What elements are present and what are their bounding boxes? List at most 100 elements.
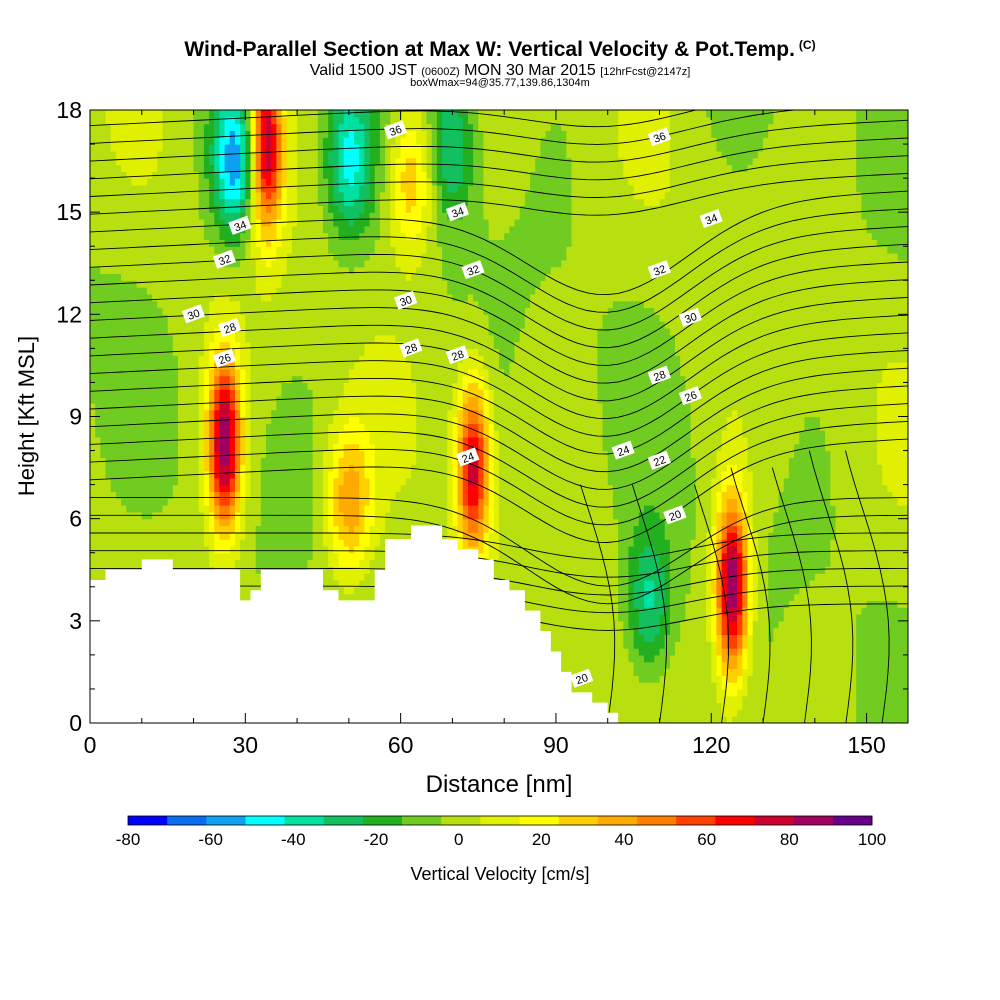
velocity-cell	[737, 518, 743, 527]
velocity-cell	[757, 661, 764, 670]
velocity-cell	[514, 518, 521, 527]
velocity-cell	[612, 511, 619, 520]
velocity-cell	[788, 559, 795, 567]
velocity-cell	[830, 620, 837, 629]
velocity-cell	[680, 695, 686, 704]
velocity-cell	[690, 532, 697, 540]
velocity-cell	[737, 668, 743, 676]
velocity-cell	[851, 586, 857, 595]
velocity-cell	[887, 716, 894, 723]
velocity-cell	[711, 620, 718, 629]
velocity-cell	[763, 532, 769, 540]
velocity-cell	[882, 566, 888, 574]
velocity-cell	[555, 607, 562, 615]
velocity-cell	[271, 532, 277, 540]
velocity-cell	[664, 695, 671, 704]
velocity-cell	[742, 675, 749, 683]
velocity-cell	[778, 661, 785, 670]
velocity-cell	[524, 532, 531, 540]
velocity-cell	[587, 627, 593, 636]
velocity-cell	[851, 695, 857, 704]
velocity-cell	[183, 532, 189, 540]
velocity-cell	[146, 532, 153, 540]
velocity-cell	[731, 668, 738, 676]
velocity-cell	[700, 573, 707, 581]
velocity-cell	[571, 634, 578, 642]
velocity-cell	[291, 559, 298, 567]
velocity-cell	[623, 614, 630, 622]
velocity-cell	[773, 695, 780, 704]
velocity-cell	[840, 716, 847, 723]
velocity-cell	[509, 545, 516, 554]
velocity-cell	[695, 627, 702, 636]
velocity-cell	[229, 532, 236, 540]
velocity-cell	[105, 539, 112, 547]
velocity-cell	[700, 539, 707, 547]
velocity-cell	[835, 682, 842, 690]
velocity-cell	[612, 675, 619, 683]
velocity-cell	[587, 593, 593, 601]
velocity-cell	[876, 668, 883, 676]
velocity-cell	[690, 573, 697, 581]
velocity-cell	[690, 634, 697, 642]
velocity-cell	[364, 532, 371, 540]
velocity-cell	[680, 573, 686, 581]
velocity-cell	[856, 573, 863, 581]
velocity-cell	[825, 648, 831, 656]
velocity-cell	[612, 518, 619, 527]
velocity-cell	[825, 675, 831, 683]
velocity-cell	[680, 627, 686, 636]
velocity-cell	[695, 545, 702, 554]
velocity-cell	[328, 539, 334, 547]
velocity-cell	[788, 641, 795, 649]
velocity-cell	[649, 620, 655, 629]
velocity-cell	[628, 579, 635, 588]
velocity-cell	[240, 579, 246, 588]
velocity-cell	[902, 716, 908, 723]
velocity-cell	[623, 511, 630, 520]
velocity-cell	[737, 627, 743, 636]
velocity-cell	[545, 532, 552, 540]
velocity-cell	[819, 532, 826, 540]
velocity-cell	[747, 539, 754, 547]
velocity-cell	[333, 579, 340, 588]
velocity-cell	[675, 573, 681, 581]
velocity-cell	[483, 518, 490, 527]
velocity-cell	[757, 600, 764, 608]
velocity-cell	[726, 620, 733, 629]
velocity-cell	[814, 566, 821, 574]
velocity-cell	[348, 586, 355, 595]
velocity-cell	[245, 539, 252, 547]
velocity-cell	[835, 688, 842, 697]
velocity-cell	[675, 675, 681, 683]
velocity-cell	[162, 532, 169, 540]
velocity-cell	[737, 716, 743, 723]
velocity-cell	[618, 641, 624, 649]
velocity-cell	[809, 695, 816, 704]
velocity-cell	[721, 545, 728, 554]
velocity-cell	[726, 641, 733, 649]
velocity-cell	[706, 668, 712, 676]
velocity-cell	[882, 545, 888, 554]
velocity-cell	[866, 709, 873, 717]
velocity-cell	[628, 661, 635, 670]
velocity-cell	[659, 688, 666, 697]
velocity-cell	[752, 566, 759, 574]
velocity-cell	[597, 593, 604, 601]
velocity-cell	[794, 579, 800, 588]
velocity-cell	[555, 559, 562, 567]
velocity-cell	[162, 505, 169, 513]
velocity-cell	[203, 518, 210, 527]
velocity-cell	[737, 709, 743, 717]
velocity-cell	[545, 505, 552, 513]
velocity-cell	[250, 573, 257, 581]
velocity-cell	[488, 552, 495, 561]
velocity-cell	[633, 552, 640, 561]
velocity-cell	[902, 579, 908, 588]
velocity-cell	[571, 668, 578, 676]
velocity-cell	[819, 634, 826, 642]
velocity-cell	[100, 525, 107, 533]
velocity-cell	[680, 648, 686, 656]
velocity-cell	[100, 559, 107, 567]
velocity-cell	[897, 634, 904, 642]
